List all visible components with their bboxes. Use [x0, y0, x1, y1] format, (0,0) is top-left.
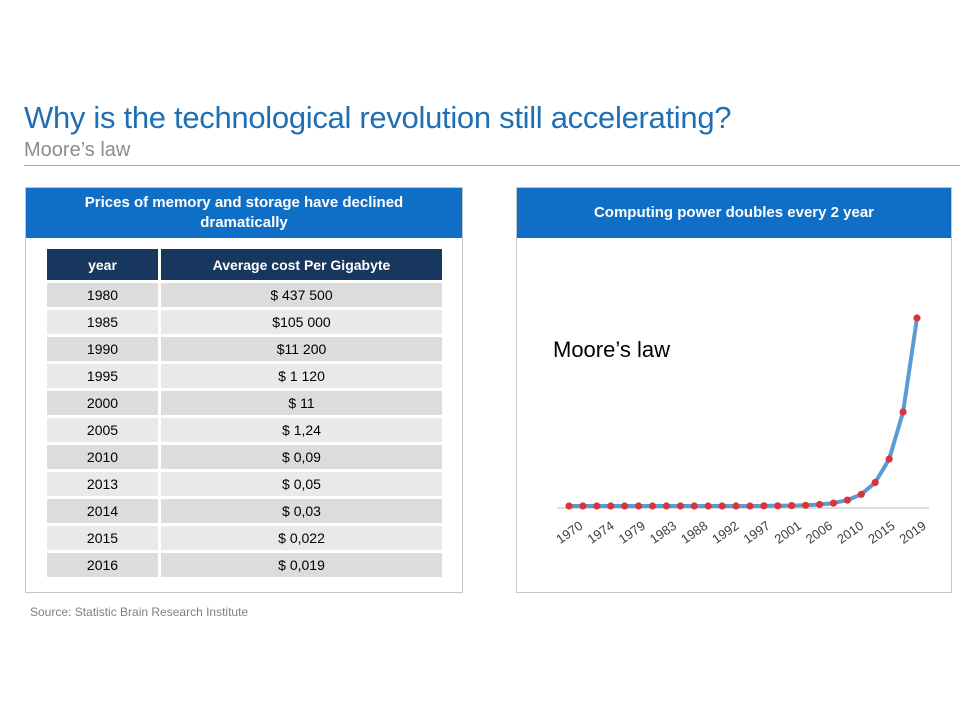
- cost-cell: $ 0,019: [161, 553, 442, 577]
- memory-price-panel: Prices of memory and storage have declin…: [25, 187, 463, 593]
- memory-price-heading: Prices of memory and storage have declin…: [26, 188, 462, 238]
- table-row: 2014 $ 0,03: [47, 499, 442, 523]
- data-point: [621, 502, 629, 510]
- cost-cell: $ 0,09: [161, 445, 442, 469]
- source-note: Source: Statistic Brain Research Institu…: [30, 605, 249, 619]
- year-cell: 1995: [47, 364, 161, 388]
- data-point: [802, 501, 810, 509]
- data-point: [899, 408, 907, 416]
- cost-cell: $105 000: [161, 310, 442, 334]
- data-point: [829, 499, 838, 507]
- x-tick-label: 1983: [647, 518, 679, 547]
- x-tick-label: 2010: [834, 518, 866, 547]
- data-point: [788, 502, 796, 510]
- data-point: [746, 502, 754, 510]
- table-row: 2013 $ 0,05: [47, 472, 442, 496]
- data-point: [857, 490, 865, 498]
- data-point: [816, 500, 824, 509]
- cost-cell: $ 11: [161, 391, 442, 415]
- year-cell: 1990: [47, 337, 161, 361]
- table-row: 1990 $11 200: [47, 337, 442, 361]
- x-tick-label: 2001: [772, 518, 804, 547]
- x-tick-label: 1992: [709, 518, 741, 547]
- data-point: [913, 314, 921, 322]
- x-tick-label: 2015: [865, 518, 897, 547]
- table-row: 2005 $ 1,24: [47, 418, 442, 442]
- table-row: 1985 $105 000: [47, 310, 442, 334]
- data-point: [607, 502, 615, 510]
- cost-cell: $ 0,05: [161, 472, 442, 496]
- cost-cell: $ 0,03: [161, 499, 442, 523]
- year-cell: 2013: [47, 472, 161, 496]
- table-row: 2000 $ 11: [47, 391, 442, 415]
- year-cell: 2000: [47, 391, 161, 415]
- data-point: [579, 502, 587, 510]
- data-point: [648, 502, 657, 510]
- cost-cell: $11 200: [161, 337, 442, 361]
- x-tick-label: 1970: [553, 518, 585, 547]
- year-cell: 2015: [47, 526, 161, 550]
- cost-cell: $ 0,022: [161, 526, 442, 550]
- year-cell: 2010: [47, 445, 161, 469]
- x-tick-label: 1988: [678, 518, 710, 547]
- year-cell: 1980: [47, 283, 161, 307]
- cost-cell: $ 437 500: [161, 283, 442, 307]
- table-row: 2016 $ 0,019: [47, 553, 442, 577]
- year-cell: 2005: [47, 418, 161, 442]
- computing-power-heading: Computing power doubles every 2 year: [517, 188, 951, 238]
- table-header-row: year Average cost Per Gigabyte: [47, 249, 442, 280]
- data-point: [732, 502, 740, 510]
- year-cell: 2014: [47, 499, 161, 523]
- data-point: [885, 455, 893, 463]
- data-point: [843, 496, 851, 504]
- year-cell: 2016: [47, 553, 161, 577]
- x-tick-label: 1974: [584, 518, 616, 547]
- year-cell: 1985: [47, 310, 161, 334]
- data-point: [871, 478, 879, 487]
- data-point: [635, 502, 643, 510]
- data-point: [690, 502, 698, 510]
- page-subtitle: Moore’s law: [24, 139, 131, 161]
- memory-price-table: year Average cost Per Gigabyte 1980 $ 437…: [47, 246, 442, 580]
- data-point: [704, 502, 712, 510]
- x-tick-label: 1979: [616, 518, 648, 547]
- cost-cell: $ 1,24: [161, 418, 442, 442]
- x-tick-label: 2019: [896, 518, 928, 547]
- data-point: [662, 502, 670, 510]
- x-tick-label: 2006: [803, 518, 835, 547]
- computing-power-panel: Computing power doubles every 2 year 197…: [516, 187, 952, 593]
- table-row: 1980 $ 437 500: [47, 283, 442, 307]
- data-point: [565, 502, 573, 510]
- data-point: [676, 502, 684, 510]
- data-point: [760, 502, 768, 510]
- cost-cell: $ 1 120: [161, 364, 442, 388]
- column-header-cost: Average cost Per Gigabyte: [161, 249, 442, 280]
- title-divider: [24, 165, 960, 166]
- x-tick-label: 1997: [740, 518, 772, 547]
- data-point: [774, 502, 782, 510]
- table-row: 2010 $ 0,09: [47, 445, 442, 469]
- moores-law-chart: 1970197419791983198819921997200120062010…: [553, 314, 929, 547]
- table-row: 1995 $ 1 120: [47, 364, 442, 388]
- column-header-year: year: [47, 249, 161, 280]
- page-title: Why is the technological revolution stil…: [24, 100, 732, 135]
- data-point: [718, 502, 726, 510]
- chart-annotation: Moore’s law: [553, 337, 670, 362]
- table-body: 1980 $ 437 500 1985 $105 000 1990 $11 200 1995…: [47, 283, 442, 577]
- data-point: [593, 502, 601, 510]
- table-row: 2015 $ 0,022: [47, 526, 442, 550]
